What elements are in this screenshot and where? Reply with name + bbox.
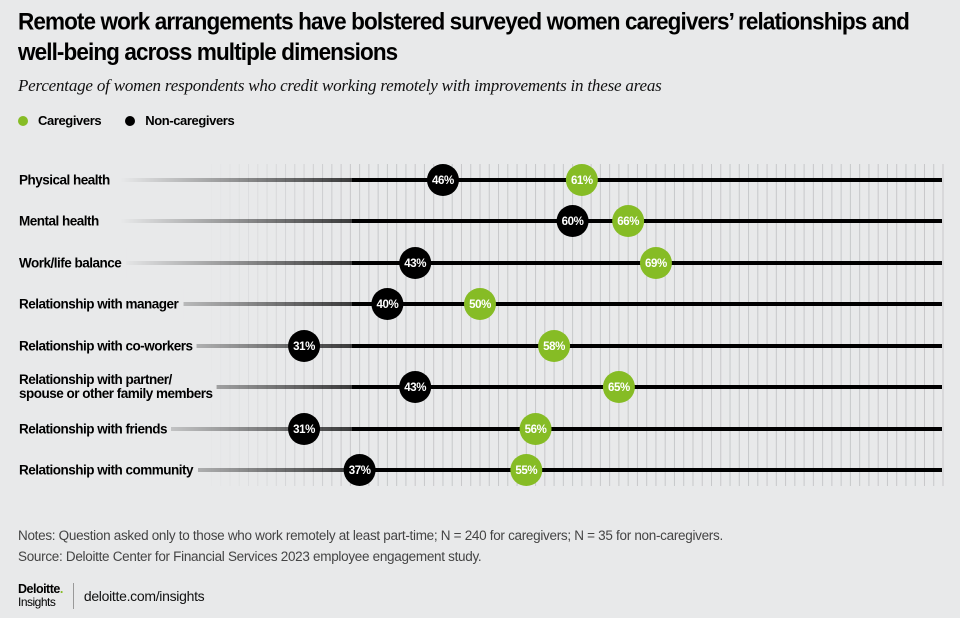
row-label-line: Work/life balance xyxy=(19,256,122,271)
notes-text: Notes: Question asked only to those who … xyxy=(18,528,723,543)
chart-subtitle: Percentage of women respondents who cred… xyxy=(18,76,662,95)
row-label: Relationship with co-workers xyxy=(19,339,193,354)
data-label-caregivers: 56% xyxy=(525,424,547,436)
footer-url[interactable]: deloitte.com/insights xyxy=(83,588,205,604)
dot-non-caregivers xyxy=(371,288,404,320)
row-label-line: Mental health xyxy=(19,214,99,229)
data-label-non-caregivers: 31% xyxy=(293,341,315,353)
legend-item-non-caregivers: Non-caregivers xyxy=(125,113,235,128)
dot-non-caregivers xyxy=(399,247,432,279)
logo-brand: Deloitte. xyxy=(18,583,63,596)
dot-caregivers xyxy=(519,413,552,445)
dot-caregivers xyxy=(538,330,571,362)
row-label-line: Relationship with co-workers xyxy=(19,339,193,354)
data-label-non-caregivers: 46% xyxy=(432,175,454,187)
gridlines xyxy=(210,164,944,486)
legend-dot-caregivers xyxy=(18,115,28,126)
data-label-caregivers: 69% xyxy=(645,258,667,270)
row-label: Mental health xyxy=(19,214,99,229)
row-label: Relationship with friends xyxy=(19,422,167,437)
data-label-non-caregivers: 40% xyxy=(376,299,398,311)
deloitte-insights-logo: Deloitte. Insights xyxy=(18,583,74,609)
legend-dot-non-caregivers xyxy=(125,115,136,126)
row-label-line: Relationship with community xyxy=(19,463,194,478)
data-label-caregivers: 65% xyxy=(608,382,630,394)
legend-item-caregivers: Caregivers xyxy=(18,113,102,128)
dot-non-caregivers xyxy=(288,413,321,445)
dot-non-caregivers xyxy=(343,454,376,486)
row-label-bg xyxy=(0,248,127,278)
row-label-line: Relationship with partner/ xyxy=(19,372,173,387)
source-text: Source: Deloitte Center for Financial Se… xyxy=(18,549,482,564)
legend-label-caregivers: Caregivers xyxy=(38,113,102,128)
logo-sub: Insights xyxy=(18,595,56,609)
chart-row: Work/life balance 43% 69% xyxy=(0,247,942,279)
data-label-non-caregivers: 43% xyxy=(404,258,426,270)
dot-caregivers xyxy=(464,288,496,320)
dot-non-caregivers xyxy=(288,330,321,362)
chart-row: Relationship with manager 40% 50% xyxy=(0,288,942,320)
data-label-caregivers: 66% xyxy=(617,216,639,228)
chart-row: Relationship with friends 31% 56% xyxy=(0,413,942,445)
row-label-bg xyxy=(0,165,115,195)
dot-caregivers xyxy=(565,164,598,196)
row-label: Relationship with manager xyxy=(19,297,180,312)
data-label-non-caregivers: 43% xyxy=(404,382,426,394)
data-label-non-caregivers: 37% xyxy=(349,465,371,477)
row-label: Work/life balance xyxy=(19,256,122,271)
row-label: Physical health xyxy=(19,173,110,188)
dot-non-caregivers xyxy=(426,164,459,196)
dot-caregivers xyxy=(602,371,635,403)
row-label-line: spouse or other family members xyxy=(19,386,213,401)
dot-caregivers xyxy=(639,247,672,279)
legend: Caregivers Non-caregivers xyxy=(18,113,258,128)
dot-plot-chart: Physical health 46% 61% Mental health 60% 66%… xyxy=(0,164,944,486)
row-label-bg xyxy=(0,206,104,236)
dot-caregivers xyxy=(612,205,645,237)
chart-row: Relationship with community 37% 55% xyxy=(0,454,942,486)
dot-non-caregivers xyxy=(399,371,432,403)
dot-non-caregivers xyxy=(556,205,589,237)
data-label-caregivers: 58% xyxy=(543,341,565,353)
data-label-caregivers: 61% xyxy=(571,175,593,187)
rows: Physical health 46% 61% Mental health 60% 66%… xyxy=(0,164,942,486)
row-label: Relationship with community xyxy=(19,463,194,478)
dot-caregivers xyxy=(510,454,543,486)
row-label-bg xyxy=(0,289,184,319)
data-label-non-caregivers: 60% xyxy=(562,216,584,228)
chart-row: Physical health 46% 61% xyxy=(0,164,942,196)
row-label: Relationship with partner/spouse or othe… xyxy=(19,372,213,401)
logo-brand-text: Deloitte xyxy=(18,582,60,596)
row-label-bg xyxy=(0,455,199,485)
notes-block: Notes: Question asked only to those who … xyxy=(18,525,723,567)
row-label-line: Physical health xyxy=(19,173,110,188)
legend-label-non-caregivers: Non-caregivers xyxy=(145,113,235,128)
row-label-line: Relationship with manager xyxy=(19,297,180,312)
data-label-caregivers: 50% xyxy=(469,299,491,311)
row-label-bg xyxy=(0,414,172,444)
chart-row: Relationship with co-workers 31% 58% xyxy=(0,330,942,362)
row-label-line: Relationship with friends xyxy=(19,422,167,437)
row-label-bg xyxy=(0,372,217,402)
row-label-bg xyxy=(0,331,197,361)
chart-row: Relationship with partner/spouse or othe… xyxy=(0,371,942,403)
data-label-caregivers: 55% xyxy=(515,465,537,477)
data-label-non-caregivers: 31% xyxy=(293,424,315,436)
logo-period: . xyxy=(59,582,63,596)
footer: Deloitte. Insights deloitte.com/insights xyxy=(18,583,205,609)
chart-row: Mental health 60% 66% xyxy=(0,205,942,237)
chart-title: Remote work arrangements have bolstered … xyxy=(18,8,910,66)
